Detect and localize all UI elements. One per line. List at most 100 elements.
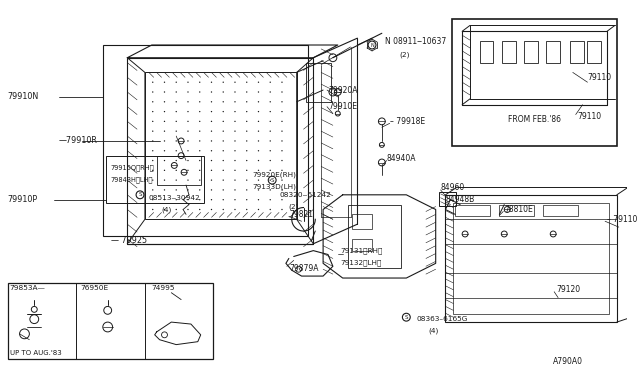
Circle shape — [211, 189, 212, 190]
Bar — [502, 41, 516, 62]
Circle shape — [246, 140, 248, 142]
Circle shape — [199, 209, 200, 210]
Circle shape — [152, 111, 154, 112]
Circle shape — [152, 170, 154, 171]
Bar — [547, 41, 560, 62]
Bar — [307, 62, 331, 102]
Circle shape — [282, 140, 283, 142]
Circle shape — [282, 81, 283, 83]
Circle shape — [269, 189, 271, 190]
Circle shape — [258, 101, 259, 102]
Text: 08320‒61242: 08320‒61242 — [279, 192, 331, 198]
Text: (2): (2) — [289, 203, 300, 210]
Bar — [524, 41, 538, 62]
Circle shape — [223, 131, 224, 132]
Circle shape — [223, 121, 224, 122]
Circle shape — [199, 179, 200, 181]
Text: 84948B: 84948B — [445, 195, 475, 204]
Circle shape — [234, 121, 236, 122]
Circle shape — [246, 209, 248, 210]
Circle shape — [282, 91, 283, 93]
Text: 79910Q〈RH〉: 79910Q〈RH〉 — [111, 164, 154, 171]
Circle shape — [258, 199, 259, 201]
Circle shape — [199, 150, 200, 151]
Circle shape — [282, 209, 283, 210]
Circle shape — [282, 131, 283, 132]
Circle shape — [246, 111, 248, 112]
Text: A790A0: A790A0 — [553, 357, 583, 366]
Circle shape — [164, 91, 165, 93]
Circle shape — [164, 199, 165, 201]
Circle shape — [234, 91, 236, 93]
Circle shape — [175, 91, 177, 93]
Circle shape — [152, 140, 154, 142]
Circle shape — [223, 160, 224, 161]
Circle shape — [199, 111, 200, 112]
Circle shape — [234, 131, 236, 132]
Circle shape — [234, 140, 236, 142]
Circle shape — [175, 170, 177, 171]
Text: 79920E(RH): 79920E(RH) — [253, 172, 296, 179]
Text: 79133D(LH): 79133D(LH) — [253, 184, 296, 190]
Circle shape — [269, 209, 271, 210]
Circle shape — [223, 140, 224, 142]
Text: – 79110: – 79110 — [607, 215, 637, 224]
Circle shape — [211, 209, 212, 210]
Circle shape — [211, 170, 212, 171]
Circle shape — [258, 81, 259, 83]
Bar — [438, 192, 456, 206]
Circle shape — [152, 199, 154, 201]
Text: 79910P: 79910P — [8, 195, 38, 204]
Circle shape — [188, 140, 189, 142]
Circle shape — [164, 111, 165, 112]
Bar — [8, 283, 214, 359]
Circle shape — [282, 160, 283, 161]
Circle shape — [188, 179, 189, 181]
Circle shape — [175, 101, 177, 102]
Text: FROM FEB.'86: FROM FEB.'86 — [508, 115, 561, 124]
Circle shape — [234, 179, 236, 181]
Circle shape — [199, 170, 200, 171]
Bar — [588, 41, 601, 62]
Circle shape — [269, 199, 271, 201]
Circle shape — [282, 179, 283, 181]
Circle shape — [211, 111, 212, 112]
Circle shape — [246, 170, 248, 171]
Circle shape — [234, 189, 236, 190]
Text: 79843H〈LH〉: 79843H〈LH〉 — [111, 177, 153, 183]
Text: — 79925: — 79925 — [111, 236, 147, 245]
Bar — [543, 205, 578, 217]
Circle shape — [269, 91, 271, 93]
Circle shape — [246, 101, 248, 102]
Bar — [106, 155, 204, 203]
Circle shape — [164, 170, 165, 171]
Circle shape — [152, 81, 154, 83]
Circle shape — [211, 101, 212, 102]
Circle shape — [223, 150, 224, 151]
Circle shape — [211, 81, 212, 83]
Circle shape — [223, 101, 224, 102]
Circle shape — [258, 131, 259, 132]
Bar — [157, 155, 201, 185]
Bar — [103, 45, 308, 236]
Circle shape — [188, 170, 189, 171]
Circle shape — [258, 91, 259, 93]
Circle shape — [188, 101, 189, 102]
Circle shape — [223, 209, 224, 210]
Text: 79110: 79110 — [578, 112, 602, 121]
Circle shape — [269, 150, 271, 151]
Text: 79132〈LH〉: 79132〈LH〉 — [340, 259, 382, 266]
Circle shape — [234, 150, 236, 151]
Circle shape — [188, 111, 189, 112]
Text: 76950E: 76950E — [80, 285, 108, 291]
Bar — [452, 19, 617, 146]
Circle shape — [164, 140, 165, 142]
Circle shape — [234, 170, 236, 171]
Text: – 79918E: – 79918E — [390, 117, 425, 126]
Circle shape — [282, 199, 283, 201]
Circle shape — [199, 121, 200, 122]
Bar — [570, 41, 584, 62]
Circle shape — [211, 91, 212, 93]
Circle shape — [246, 179, 248, 181]
Circle shape — [152, 150, 154, 151]
